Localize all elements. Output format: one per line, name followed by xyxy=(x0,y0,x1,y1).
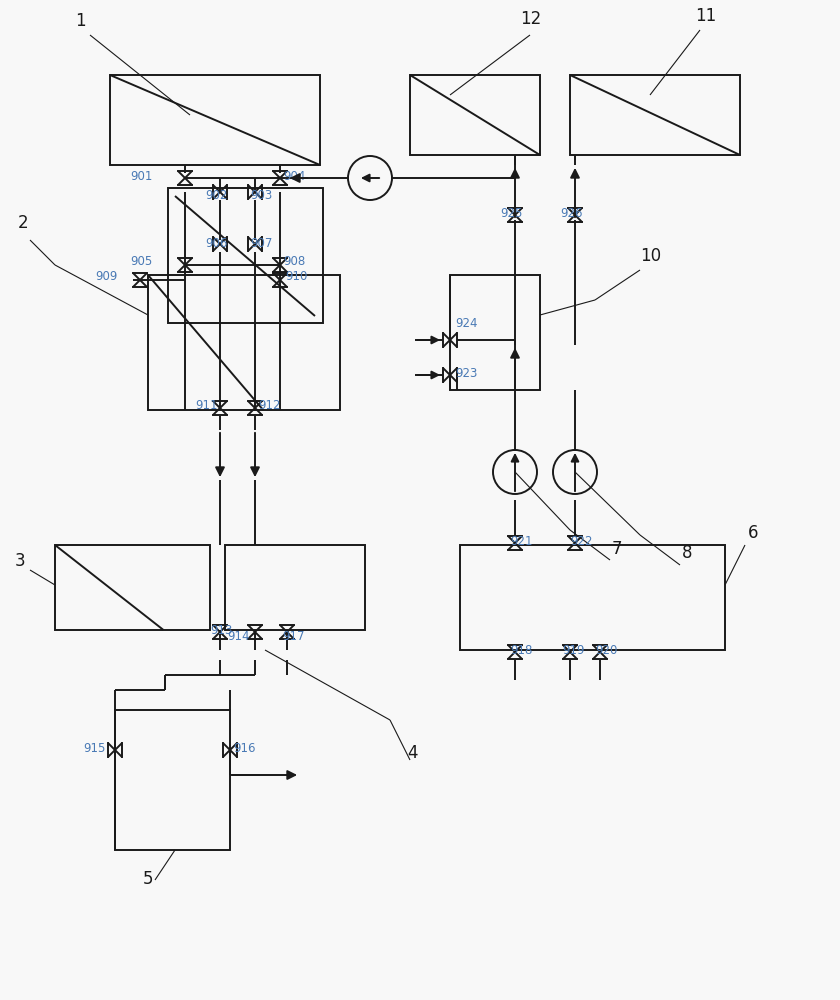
Text: 924: 924 xyxy=(455,317,477,330)
Text: 915: 915 xyxy=(83,742,105,755)
Text: 1: 1 xyxy=(75,12,86,30)
Text: 913: 913 xyxy=(210,624,233,637)
Text: 921: 921 xyxy=(510,535,533,548)
Text: 903: 903 xyxy=(250,189,272,202)
Text: 10: 10 xyxy=(640,247,661,265)
Text: 923: 923 xyxy=(455,367,477,380)
Bar xyxy=(110,75,320,165)
Text: 918: 918 xyxy=(510,644,533,657)
Bar xyxy=(115,710,230,850)
Text: 902: 902 xyxy=(205,189,228,202)
Text: 916: 916 xyxy=(233,742,255,755)
Text: 919: 919 xyxy=(562,644,585,657)
Text: 912: 912 xyxy=(258,399,281,412)
Bar xyxy=(460,545,725,650)
Text: 6: 6 xyxy=(748,524,759,542)
Text: 7: 7 xyxy=(612,540,622,558)
Bar xyxy=(410,75,540,155)
Text: 917: 917 xyxy=(282,630,305,643)
Text: 908: 908 xyxy=(283,255,305,268)
Text: 904: 904 xyxy=(283,170,306,183)
Bar xyxy=(148,275,340,410)
Text: 925: 925 xyxy=(500,207,522,220)
Text: 905: 905 xyxy=(130,255,152,268)
Text: 914: 914 xyxy=(227,630,249,643)
Text: 926: 926 xyxy=(560,207,582,220)
Text: 906: 906 xyxy=(205,237,228,250)
Text: 4: 4 xyxy=(407,744,417,762)
Bar xyxy=(450,275,540,390)
Text: 12: 12 xyxy=(520,10,541,28)
Text: 5: 5 xyxy=(143,870,154,888)
Bar xyxy=(55,545,210,630)
Text: 8: 8 xyxy=(682,544,692,562)
Bar xyxy=(225,545,365,630)
Text: 3: 3 xyxy=(15,552,26,570)
Text: 911: 911 xyxy=(195,399,218,412)
Bar xyxy=(168,188,323,323)
Text: 907: 907 xyxy=(250,237,272,250)
Text: 909: 909 xyxy=(95,270,118,283)
Text: 2: 2 xyxy=(18,214,29,232)
Text: 910: 910 xyxy=(285,270,307,283)
Text: 922: 922 xyxy=(570,535,592,548)
Bar xyxy=(570,75,740,155)
Text: 920: 920 xyxy=(595,644,617,657)
Text: 901: 901 xyxy=(130,170,152,183)
Text: 11: 11 xyxy=(695,7,717,25)
